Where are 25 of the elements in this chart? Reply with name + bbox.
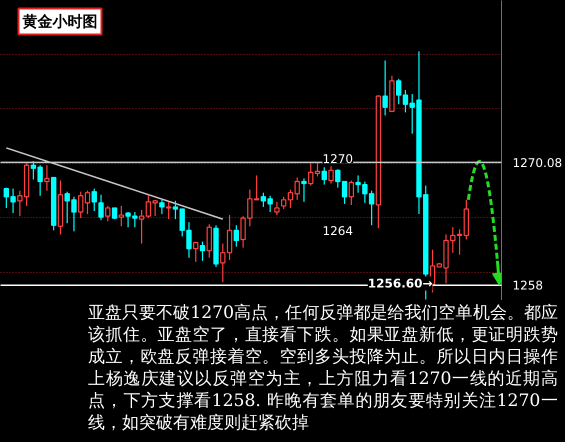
candlestick — [206, 224, 212, 258]
candlestick — [92, 188, 97, 212]
candlestick — [159, 198, 165, 215]
text: 黄金小时图 — [22, 12, 98, 30]
candlestick — [301, 178, 307, 202]
candlestick — [382, 60, 388, 116]
candlestick — [328, 166, 334, 184]
text: 亚盘只要不破1270高点，任何反弹都是给我们空单机会。都应该抓住。亚盘空了，直接看下跌。如果亚盘新低，更证明跌势成立，欧盘反弹接着空。空到多头投降为止。所以日内日操作上杨逸庆建议以反弹空为主，上方阻力看1270一线的近期高点，下方支撑看1258. 昨晚有套单的朋友要特别关注1270一线，如突破有难度则赶紧砍掉 — [88, 302, 558, 434]
y-tick-label: 1258 — [512, 278, 544, 293]
candlestick — [166, 201, 172, 220]
annotation: 1256.60→ — [368, 276, 433, 290]
annotation: 1264 — [322, 224, 354, 238]
candlestick — [234, 224, 240, 248]
candlestick — [98, 194, 104, 221]
candlestick — [348, 180, 354, 206]
candlestick — [322, 166, 327, 186]
candlestick — [44, 164, 50, 192]
candlestick — [112, 207, 118, 220]
candlestick — [105, 205, 110, 222]
candlestick — [193, 242, 198, 262]
candlestick — [118, 205, 124, 227]
candlestick — [274, 201, 280, 216]
annotation: 1270 — [322, 152, 354, 166]
y-tick-label: 1270.08 — [512, 156, 562, 170]
candlestick — [200, 240, 206, 262]
